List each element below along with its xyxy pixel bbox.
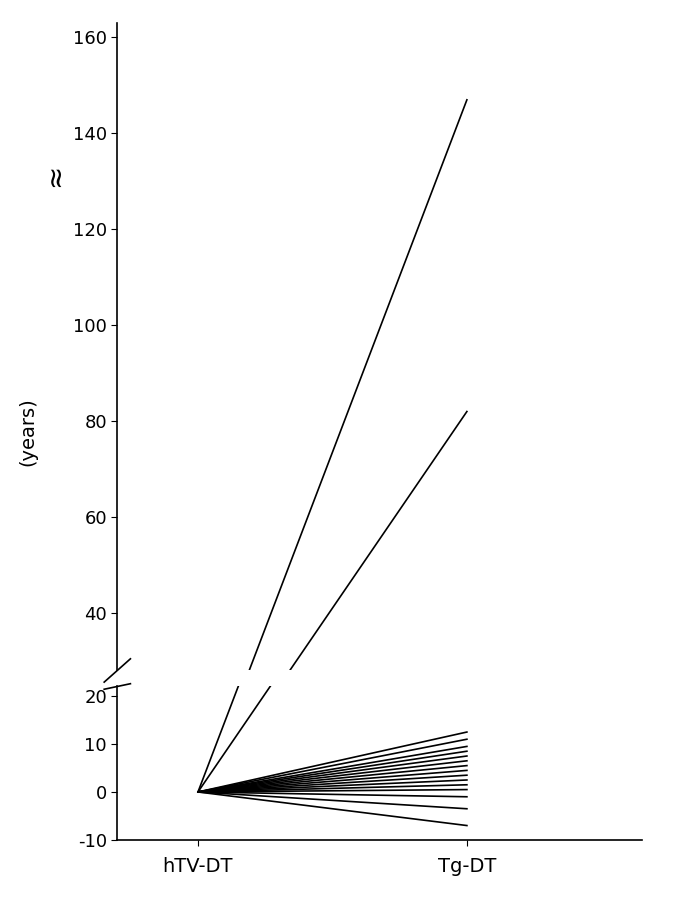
Text: (years): (years) <box>18 397 37 466</box>
Text: ≈: ≈ <box>41 163 69 186</box>
